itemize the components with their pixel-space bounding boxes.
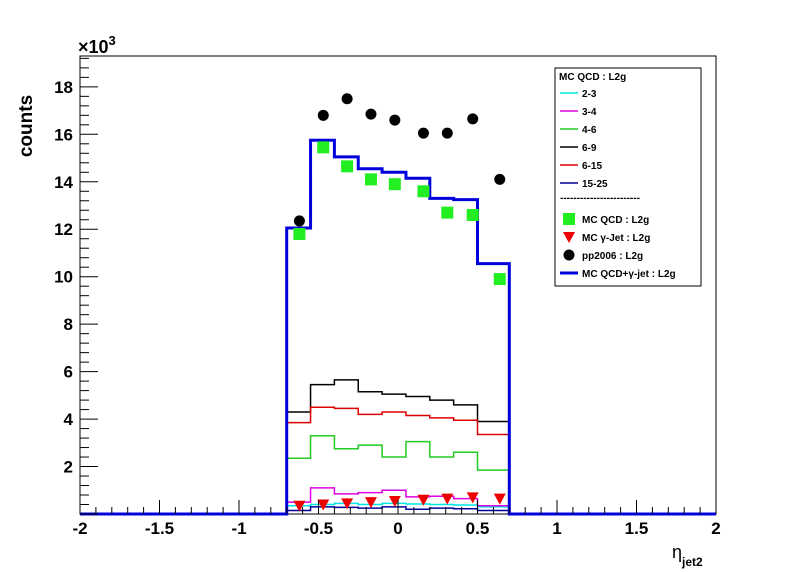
- y-tick-label: 14: [54, 173, 73, 192]
- legend-box: [554, 67, 702, 287]
- point-pp2006-l2g: [467, 113, 479, 125]
- x-tick-label: -1.5: [145, 519, 174, 538]
- x-tick-label: 0: [393, 519, 402, 538]
- y-tick-label: 16: [54, 125, 73, 144]
- histogram-6-9: [80, 379, 716, 515]
- y-tick-label: 6: [64, 363, 73, 382]
- x-tick-label: 1: [552, 519, 561, 538]
- y-axis-title: counts: [16, 95, 37, 157]
- y-tick-label: 10: [54, 268, 73, 287]
- x-axis-title: ηjet2: [672, 542, 703, 569]
- legend-separator: ------------------------: [560, 193, 640, 204]
- point-mc-jet-l2g: [493, 493, 506, 505]
- legend-label-3-4: 3-4: [582, 107, 597, 118]
- point-mc-qcd-l2g: [466, 208, 479, 221]
- axis-ticks-group: [79, 57, 717, 515]
- point-mc-jet-l2g: [364, 497, 377, 509]
- histogram-4-6: [80, 434, 716, 515]
- histogram-total: [80, 138, 716, 516]
- point-mc-jet-l2g: [341, 498, 354, 510]
- x-tick-label: -0.5: [304, 519, 333, 538]
- legend-swatch-pp2006-l2g: [563, 249, 575, 261]
- legend-label-4-6: 4-6: [582, 125, 597, 136]
- y-tick-label: 18: [54, 78, 73, 97]
- y-tick-label: 12: [54, 220, 73, 239]
- y-tick-label: 2: [64, 458, 73, 477]
- point-pp2006-l2g: [441, 127, 453, 139]
- point-mc-qcd-l2g: [293, 227, 306, 240]
- legend-label-mc-jet-l2g: MC γ-Jet : L2g: [582, 233, 650, 244]
- point-pp2006-l2g: [417, 127, 429, 139]
- x-tick-label: -2: [72, 519, 87, 538]
- point-mc-jet-l2g: [317, 499, 330, 511]
- point-mc-qcd-l2g: [417, 185, 430, 198]
- point-pp2006-l2g: [389, 114, 401, 126]
- legend-header: MC QCD : L2g: [559, 72, 626, 83]
- y-axis-multiplier: ×103: [78, 33, 116, 57]
- x-axis-title-subscript: jet2: [681, 555, 703, 569]
- legend-label-pp2006-l2g: pp2006 : L2g: [582, 251, 643, 262]
- legend-label-2-3: 2-3: [582, 89, 597, 100]
- point-pp2006-l2g: [341, 93, 353, 105]
- x-tick-labels: -2 -1.5 -1 -0.5 0 0.5 1 1.5 2: [72, 519, 720, 538]
- y-tick-label: 4: [64, 410, 74, 429]
- point-mc-qcd-l2g: [441, 206, 454, 219]
- point-pp2006-l2g: [494, 173, 506, 185]
- legend-label-mc-qcd-l2g: MC QCD : L2g: [582, 215, 649, 226]
- point-pp2006-l2g: [365, 108, 377, 120]
- point-pp2006-l2g: [317, 109, 329, 121]
- legend: MC QCD : L2g 2-3 3-4 4-6 6-9 6-15 15-25 ------…: [554, 67, 702, 287]
- point-pp2006-l2g: [293, 215, 305, 227]
- point-mc-qcd-l2g: [388, 178, 401, 191]
- total-histogram-group: [80, 138, 716, 516]
- point-mc-jet-l2g: [417, 494, 430, 506]
- legend-items: 2-3 3-4 4-6 6-9 6-15 15-25 -------------------…: [560, 89, 676, 280]
- legend-label-6-9: 6-9: [582, 143, 597, 154]
- y-tick-labels: 2 4 6 8 10 12 14 16 18: [54, 78, 73, 477]
- point-mc-jet-l2g: [388, 495, 401, 507]
- legend-swatch-mc-jet-l2g: [563, 232, 575, 243]
- legend-swatch-mc-qcd-l2g: [563, 213, 575, 225]
- point-mc-jet-l2g: [441, 493, 454, 505]
- point-mc-qcd-l2g: [317, 141, 330, 154]
- y-tick-label: 8: [64, 315, 73, 334]
- legend-label-6-15: 6-15: [582, 161, 602, 172]
- legend-label-total: MC QCD+γ-jet : L2g: [582, 269, 676, 280]
- y-axis-multiplier-exponent: 3: [109, 33, 116, 48]
- point-mc-qcd-l2g: [493, 273, 506, 286]
- point-mc-jet-l2g: [293, 500, 306, 512]
- x-tick-label: -1: [231, 519, 246, 538]
- point-mc-qcd-l2g: [341, 160, 354, 173]
- x-tick-label: 0.5: [466, 519, 490, 538]
- histogram-6-15: [80, 406, 716, 515]
- point-mc-jet-l2g: [466, 492, 479, 504]
- point-mc-qcd-l2g: [364, 173, 377, 186]
- data-points-group: [293, 93, 506, 512]
- x-tick-label: 1.5: [625, 519, 649, 538]
- legend-label-15-25: 15-25: [582, 179, 608, 190]
- x-tick-label: 2: [711, 519, 720, 538]
